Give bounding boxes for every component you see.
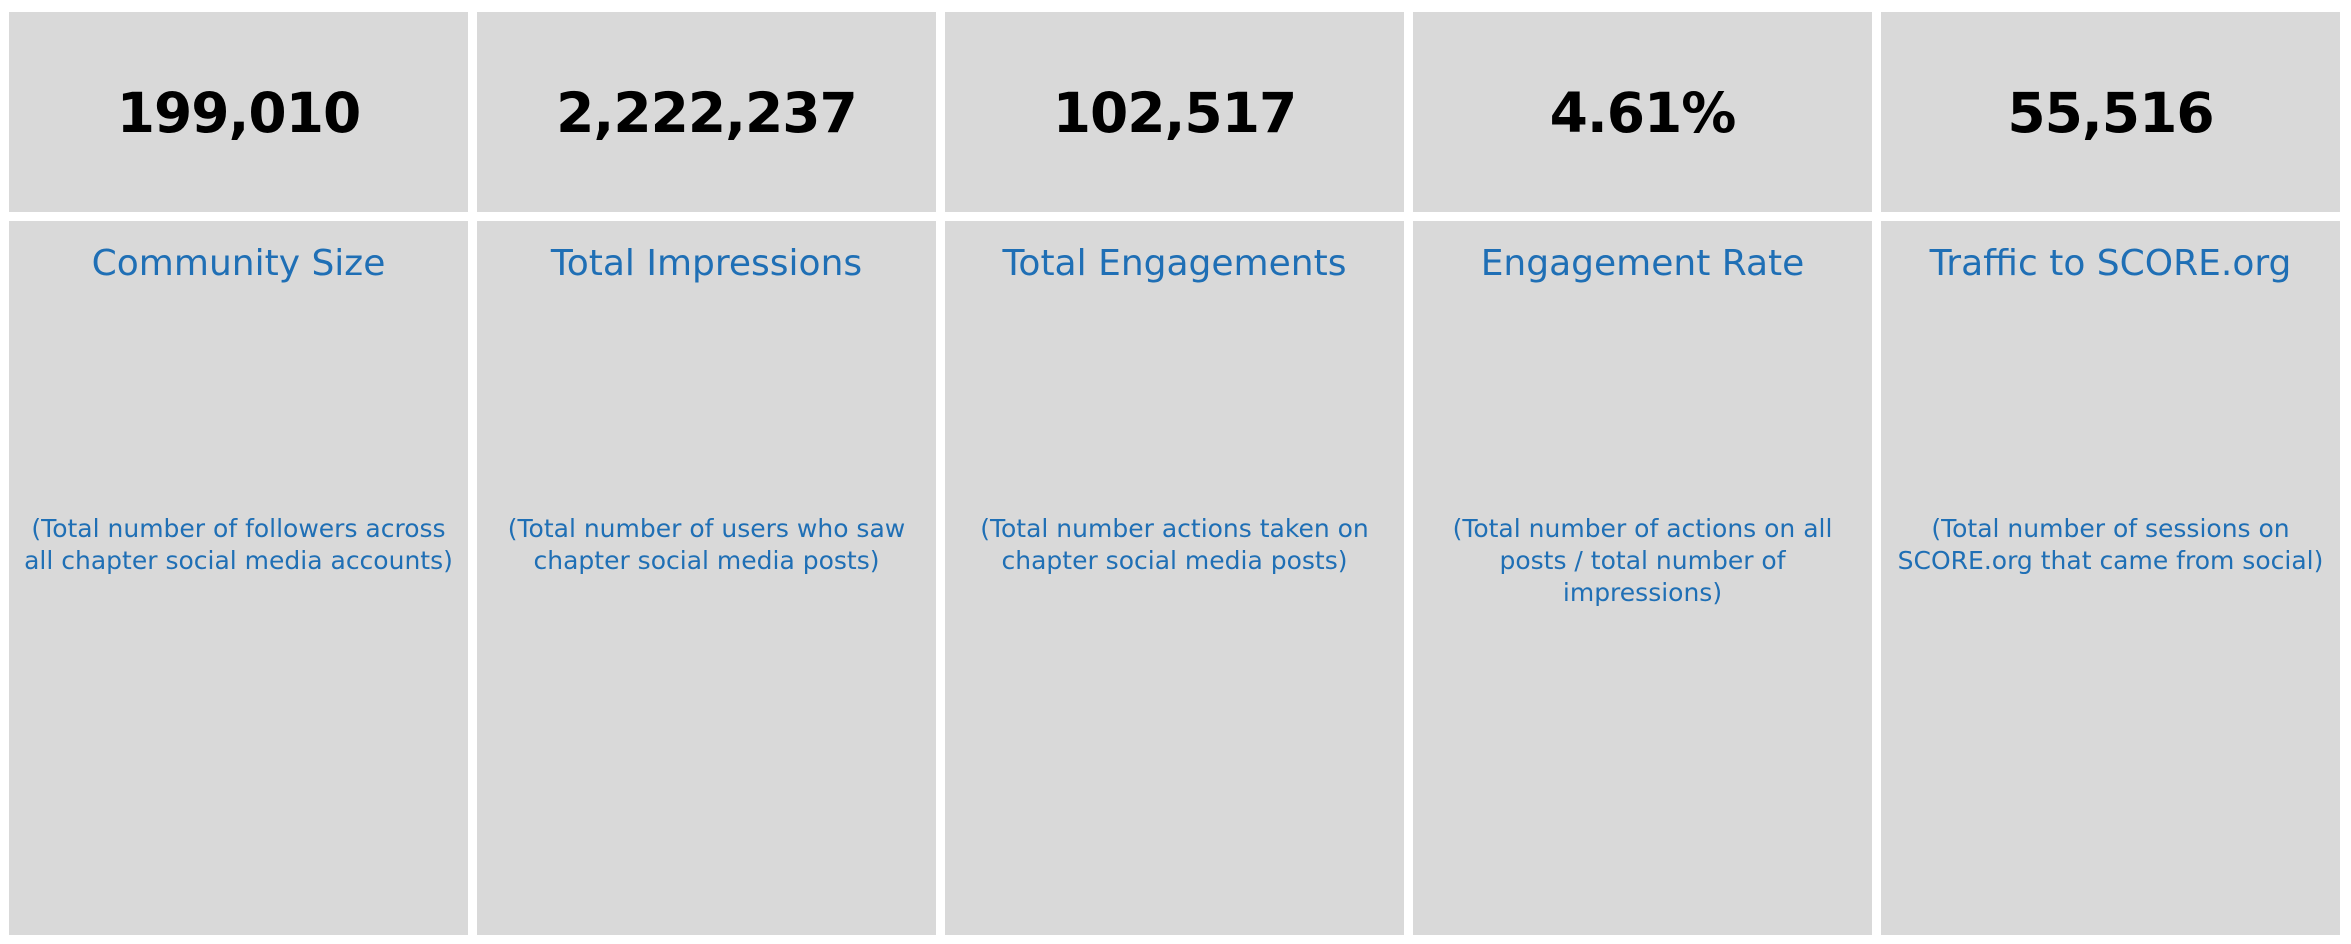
total-impressions-value: 2,222,237 [556, 81, 858, 145]
engagement-rate-value-cell: 4.61% [1413, 12, 1872, 212]
total-engagements-value: 102,517 [1052, 81, 1298, 145]
total-impressions-value-cell: 2,222,237 [477, 12, 936, 212]
traffic-title: Traffic to SCORE.org [1929, 243, 2292, 284]
engagement-rate-description: (Total number of actions on all posts / … [1452, 514, 1833, 607]
traffic-value: 55,516 [2007, 81, 2214, 145]
community-size-description: (Total number of followers across all ch… [24, 514, 453, 575]
community-size-value-cell: 199,010 [9, 12, 468, 212]
total-engagements-value-cell: 102,517 [945, 12, 1404, 212]
total-impressions-description: (Total number of users who saw chapter s… [507, 514, 906, 575]
total-engagements-label-cell: Total Engagements (Total number actions … [945, 221, 1404, 935]
total-impressions-title: Total Impressions [550, 243, 863, 284]
traffic-value-cell: 55,516 [1881, 12, 2340, 212]
traffic-label-cell: Traffic to SCORE.org (Total number of se… [1881, 221, 2340, 935]
total-impressions-label-cell: Total Impressions (Total number of users… [477, 221, 936, 935]
traffic-description: (Total number of sessions on SCORE.org t… [1897, 514, 2324, 575]
engagement-rate-title: Engagement Rate [1480, 243, 1805, 284]
total-engagements-description: (Total number actions taken on chapter s… [980, 514, 1369, 575]
total-engagements-title: Total Engagements [1002, 243, 1347, 284]
metrics-table: 199,010 2,222,237 102,517 4.61% 55,516 C… [9, 12, 2340, 935]
community-size-label-cell: Community Size (Total number of follower… [9, 221, 468, 935]
community-size-title: Community Size [91, 243, 386, 284]
engagement-rate-value: 4.61% [1549, 81, 1737, 145]
engagement-rate-label-cell: Engagement Rate (Total number of actions… [1413, 221, 1872, 935]
community-size-value: 199,010 [116, 81, 362, 145]
